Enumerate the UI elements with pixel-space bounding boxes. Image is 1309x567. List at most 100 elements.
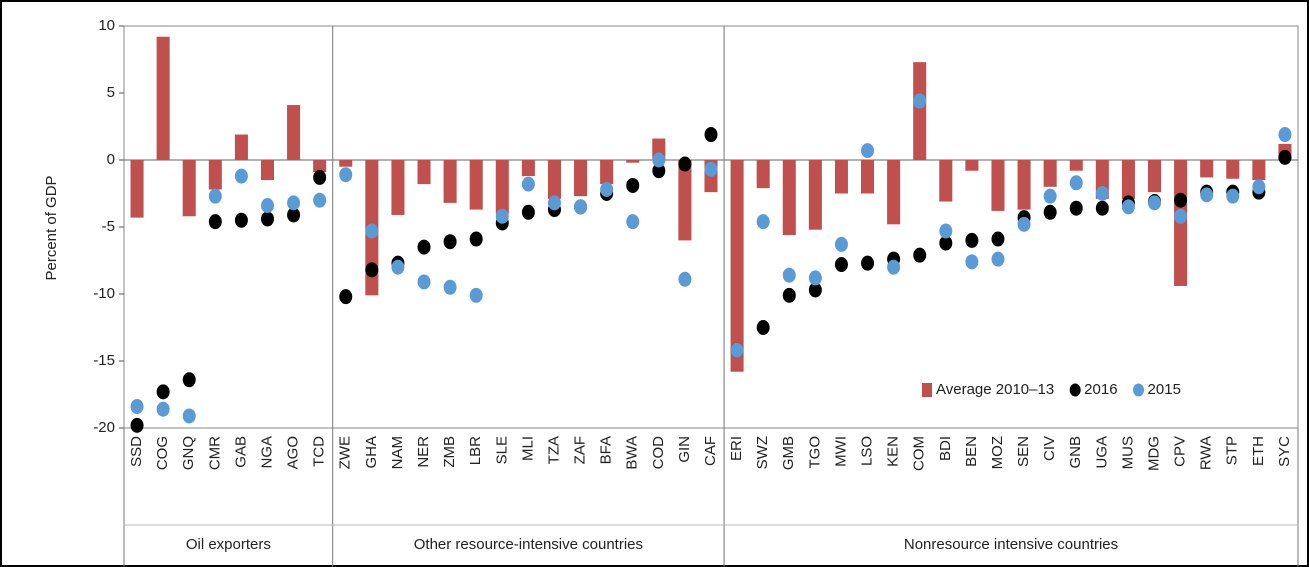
x-tick-label: TGO bbox=[806, 436, 823, 469]
dot bbox=[1095, 186, 1109, 201]
x-tick-label: CAF bbox=[702, 436, 719, 466]
x-tick-label: BWA bbox=[624, 436, 641, 470]
bar bbox=[939, 160, 953, 202]
bar bbox=[782, 160, 796, 236]
dot bbox=[782, 287, 796, 303]
bar bbox=[600, 160, 614, 185]
bar bbox=[417, 160, 431, 185]
x-tick-label: SWZ bbox=[754, 436, 771, 469]
dot bbox=[678, 271, 692, 287]
x-tick-label: COD bbox=[650, 436, 667, 470]
plot-area bbox=[123, 25, 1299, 429]
dot bbox=[965, 232, 979, 248]
dot bbox=[652, 152, 666, 168]
dot bbox=[1069, 200, 1083, 216]
x-tick-label: NER bbox=[415, 436, 432, 468]
dot bbox=[756, 320, 770, 335]
x-tick-label: BDI bbox=[937, 436, 954, 461]
x-tick-label: GAB bbox=[232, 436, 249, 468]
dot bbox=[182, 372, 196, 388]
dot bbox=[704, 161, 718, 177]
x-tick-label: UGA bbox=[1093, 436, 1110, 469]
bar bbox=[965, 160, 979, 171]
bar bbox=[208, 160, 222, 190]
dot bbox=[234, 168, 248, 184]
dot bbox=[1226, 188, 1240, 204]
dot bbox=[913, 247, 927, 263]
dot bbox=[861, 143, 875, 159]
legend-swatch bbox=[1133, 383, 1145, 397]
bar bbox=[1147, 160, 1162, 193]
dot bbox=[234, 212, 248, 228]
legend-label: 2016 bbox=[1084, 381, 1117, 398]
x-tick-label: ZMB bbox=[441, 436, 458, 468]
legend-swatch bbox=[1069, 383, 1081, 397]
dot bbox=[1174, 192, 1188, 208]
x-tick-label: ERI bbox=[728, 436, 745, 461]
dot bbox=[600, 181, 614, 197]
dot bbox=[808, 270, 822, 286]
dot bbox=[887, 259, 901, 275]
x-tick-label: SEN bbox=[1015, 436, 1032, 467]
x-tick-label: NGA bbox=[258, 436, 275, 469]
bar bbox=[521, 160, 535, 177]
bar bbox=[887, 160, 901, 225]
group-label: Oil exporters bbox=[186, 536, 271, 553]
dot bbox=[626, 214, 640, 230]
dot bbox=[156, 401, 170, 417]
bar bbox=[234, 134, 248, 160]
dot bbox=[939, 223, 953, 239]
dot bbox=[469, 231, 483, 247]
x-tick-label: LBR bbox=[467, 436, 484, 465]
bar bbox=[495, 160, 509, 214]
dot bbox=[443, 279, 457, 295]
dot bbox=[287, 207, 301, 223]
dot bbox=[1278, 127, 1292, 143]
bar bbox=[730, 160, 744, 372]
dot bbox=[391, 259, 405, 275]
dot bbox=[547, 195, 561, 211]
dot bbox=[1121, 199, 1135, 215]
dot bbox=[182, 408, 196, 424]
x-tick-label: TZA bbox=[545, 436, 562, 464]
dot bbox=[260, 198, 274, 214]
x-tick-label: SYC bbox=[1276, 436, 1293, 467]
bar bbox=[913, 62, 927, 160]
dot bbox=[1252, 179, 1266, 195]
x-tick-label: MWI bbox=[832, 436, 849, 467]
bar bbox=[339, 160, 353, 167]
dot bbox=[808, 282, 822, 298]
dot bbox=[208, 188, 222, 204]
bar bbox=[861, 160, 875, 194]
dot bbox=[756, 214, 770, 230]
x-tick-label: SSD bbox=[128, 436, 145, 467]
dot bbox=[1043, 204, 1057, 220]
y-tick-label: -10 bbox=[93, 285, 115, 302]
dot bbox=[443, 234, 457, 250]
bar bbox=[574, 160, 588, 197]
dot bbox=[652, 163, 666, 179]
x-tick-label: CPV bbox=[1172, 436, 1189, 467]
bar bbox=[1017, 160, 1031, 210]
x-tick-label: BEN bbox=[963, 436, 980, 467]
bar bbox=[678, 160, 692, 241]
x-tick-label: LSO bbox=[859, 436, 876, 466]
dot bbox=[730, 342, 744, 358]
x-tick-label: CIV bbox=[1041, 436, 1058, 461]
x-tick-label: MOZ bbox=[989, 436, 1006, 469]
dot bbox=[469, 287, 483, 303]
y-tick-label: -5 bbox=[102, 218, 115, 235]
y-axis-label: Percent of GDP bbox=[43, 175, 60, 280]
bar bbox=[1121, 160, 1135, 199]
dot bbox=[365, 223, 379, 239]
bar bbox=[1252, 160, 1266, 181]
x-tick-label: ZWE bbox=[337, 436, 354, 469]
bar bbox=[182, 160, 196, 217]
dot bbox=[1069, 175, 1083, 191]
bar bbox=[756, 160, 770, 189]
dot bbox=[339, 167, 353, 183]
y-tick-label: -15 bbox=[93, 352, 115, 369]
legend-swatch bbox=[922, 383, 932, 397]
